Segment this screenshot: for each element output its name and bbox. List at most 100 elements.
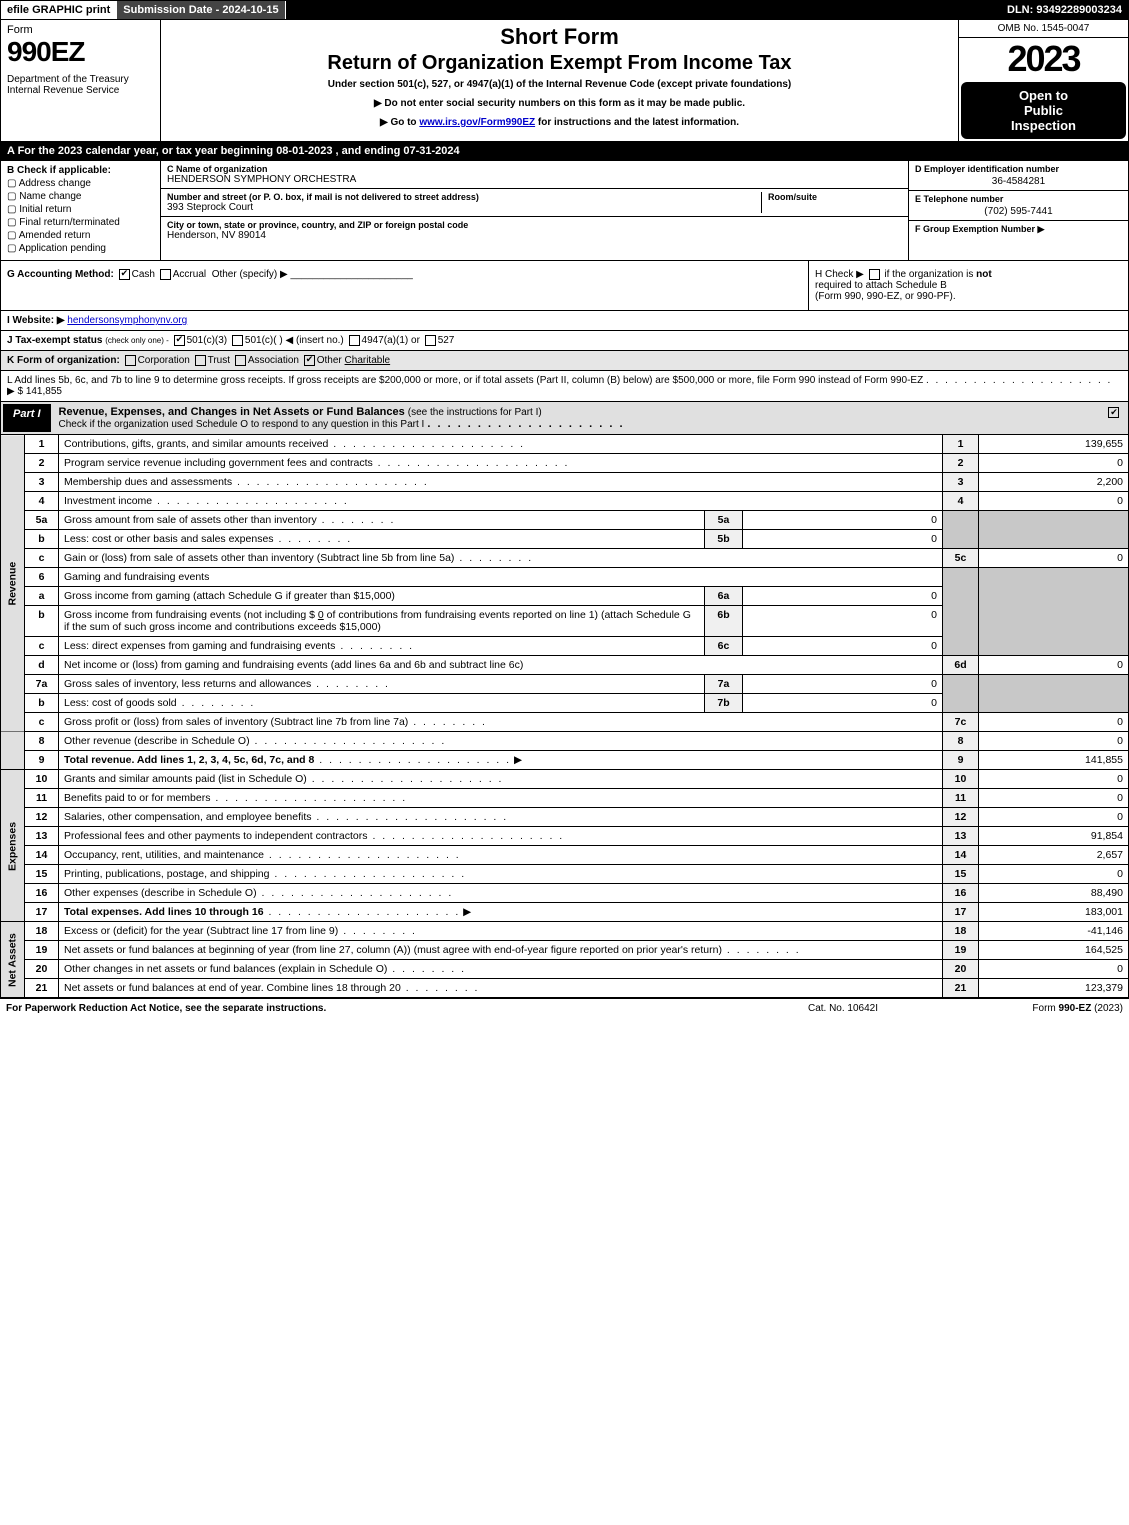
line-5b-subnum: 5b [705, 530, 743, 549]
part1-header: Part I Revenue, Expenses, and Changes in… [0, 402, 1129, 435]
line-9-desc: Total revenue. Add lines 1, 2, 3, 4, 5c,… [59, 751, 943, 770]
chk-amended-return[interactable]: Amended return [7, 230, 154, 241]
line-4-num: 4 [943, 492, 979, 511]
line-13-num: 13 [943, 827, 979, 846]
chk-other-org[interactable] [304, 355, 315, 366]
part1-schedule-o-checkbox[interactable] [1098, 402, 1128, 434]
line-6a-subnum: 6a [705, 587, 743, 606]
line-6d-num: 6d [943, 656, 979, 675]
line-11-num: 11 [943, 789, 979, 808]
efile-print-button[interactable]: efile GRAPHIC print [1, 1, 117, 19]
line-6a-desc: Gross income from gaming (attach Schedul… [59, 587, 705, 606]
line-5b-desc: Less: cost or other basis and sales expe… [59, 530, 705, 549]
ln-13: 13 [25, 827, 59, 846]
chk-527[interactable] [425, 335, 436, 346]
ln-19: 19 [25, 941, 59, 960]
chk-schedule-b[interactable] [869, 269, 880, 280]
g-label: G Accounting Method: [7, 269, 114, 280]
website-link[interactable]: hendersonsymphonynv.org [67, 315, 187, 326]
line-6d-val: 0 [979, 656, 1129, 675]
ln-4: 4 [25, 492, 59, 511]
line-20-desc: Other changes in net assets or fund bala… [59, 960, 943, 979]
ln-5b: b [25, 530, 59, 549]
line-6b-amt: 0 [318, 609, 324, 621]
line-19-desc: Net assets or fund balances at beginning… [59, 941, 943, 960]
l-value: 141,855 [26, 386, 62, 397]
ln-7b: b [25, 694, 59, 713]
chk-501c3[interactable] [174, 335, 185, 346]
goto-post: for instructions and the latest informat… [535, 117, 739, 128]
room-label: Room/suite [768, 192, 902, 202]
line-14-val: 2,657 [979, 846, 1129, 865]
short-form-title: Short Form [169, 24, 950, 50]
h-text4: (Form 990, 990-EZ, or 990-PF). [815, 291, 956, 302]
h-text1: H Check ▶ [815, 269, 864, 280]
top-bar: efile GRAPHIC print Submission Date - 20… [0, 0, 1129, 20]
line-1-val: 139,655 [979, 435, 1129, 454]
line-7a-subval: 0 [743, 675, 943, 694]
line-6b-subval: 0 [743, 606, 943, 637]
ln-6: 6 [25, 568, 59, 587]
accrual-label: Accrual [173, 269, 206, 280]
section-j: J Tax-exempt status (check only one) - 5… [0, 331, 1129, 351]
chk-501c[interactable] [232, 335, 243, 346]
cash-label: Cash [132, 269, 155, 280]
j-label: J Tax-exempt status [7, 335, 102, 346]
line-6c-subnum: 6c [705, 637, 743, 656]
chk-accrual[interactable] [160, 269, 171, 280]
irs-link[interactable]: www.irs.gov/Form990EZ [419, 117, 535, 128]
other-specify-label: Other (specify) ▶ [212, 269, 288, 280]
line-6c-desc: Less: direct expenses from gaming and fu… [59, 637, 705, 656]
footer-form-word: Form [1032, 1003, 1058, 1014]
side-revenue: Revenue [1, 435, 25, 732]
k-association: Association [248, 355, 299, 366]
city-state-zip: Henderson, NV 89014 [167, 230, 902, 241]
chk-initial-return[interactable]: Initial return [7, 204, 154, 215]
chk-corporation[interactable] [125, 355, 136, 366]
org-name: HENDERSON SYMPHONY ORCHESTRA [167, 174, 902, 185]
ln-11: 11 [25, 789, 59, 808]
line-19-num: 19 [943, 941, 979, 960]
line-15-num: 15 [943, 865, 979, 884]
ln-17: 17 [25, 903, 59, 922]
side-expenses: Expenses [1, 770, 25, 922]
line-3-val: 2,200 [979, 473, 1129, 492]
chk-address-change[interactable]: Address change [7, 178, 154, 189]
section-a-taxyear: A For the 2023 calendar year, or tax yea… [0, 142, 1129, 161]
line-6b-subnum: 6b [705, 606, 743, 637]
section-h: H Check ▶ if the organization is not req… [808, 261, 1128, 310]
street-address: 393 Steprock Court [167, 202, 755, 213]
ln-3: 3 [25, 473, 59, 492]
section-gh: G Accounting Method: Cash Accrual Other … [0, 261, 1129, 311]
line-7a-subnum: 7a [705, 675, 743, 694]
line-7c-val: 0 [979, 713, 1129, 732]
line-2-desc: Program service revenue including govern… [59, 454, 943, 473]
group-exemption-cell: F Group Exemption Number ▶ [909, 221, 1128, 238]
footer-right: Form 990-EZ (2023) [943, 1003, 1123, 1014]
ein-cell: D Employer identification number 36-4584… [909, 161, 1128, 191]
header-left: Form 990EZ Department of the Treasury In… [1, 20, 161, 141]
ln-2: 2 [25, 454, 59, 473]
chk-final-return[interactable]: Final return/terminated [7, 217, 154, 228]
footer-left: For Paperwork Reduction Act Notice, see … [6, 1003, 743, 1014]
line-11-desc: Benefits paid to or for members [59, 789, 943, 808]
line-3-num: 3 [943, 473, 979, 492]
h-not: not [976, 269, 992, 280]
line-8-val: 0 [979, 732, 1129, 751]
chk-4947[interactable] [349, 335, 360, 346]
ln-5a: 5a [25, 511, 59, 530]
line-18-num: 18 [943, 922, 979, 941]
chk-application-pending[interactable]: Application pending [7, 243, 154, 254]
line-5c-val: 0 [979, 549, 1129, 568]
irs-label: Internal Revenue Service [7, 85, 154, 96]
line-21-val: 123,379 [979, 979, 1129, 998]
chk-cash[interactable] [119, 269, 130, 280]
line-9-val: 141,855 [979, 751, 1129, 770]
chk-trust[interactable] [195, 355, 206, 366]
line-4-desc: Investment income [59, 492, 943, 511]
ln-6d: d [25, 656, 59, 675]
j-4947: 4947(a)(1) or [362, 335, 420, 346]
chk-name-change[interactable]: Name change [7, 191, 154, 202]
line-6a-subval: 0 [743, 587, 943, 606]
chk-association[interactable] [235, 355, 246, 366]
